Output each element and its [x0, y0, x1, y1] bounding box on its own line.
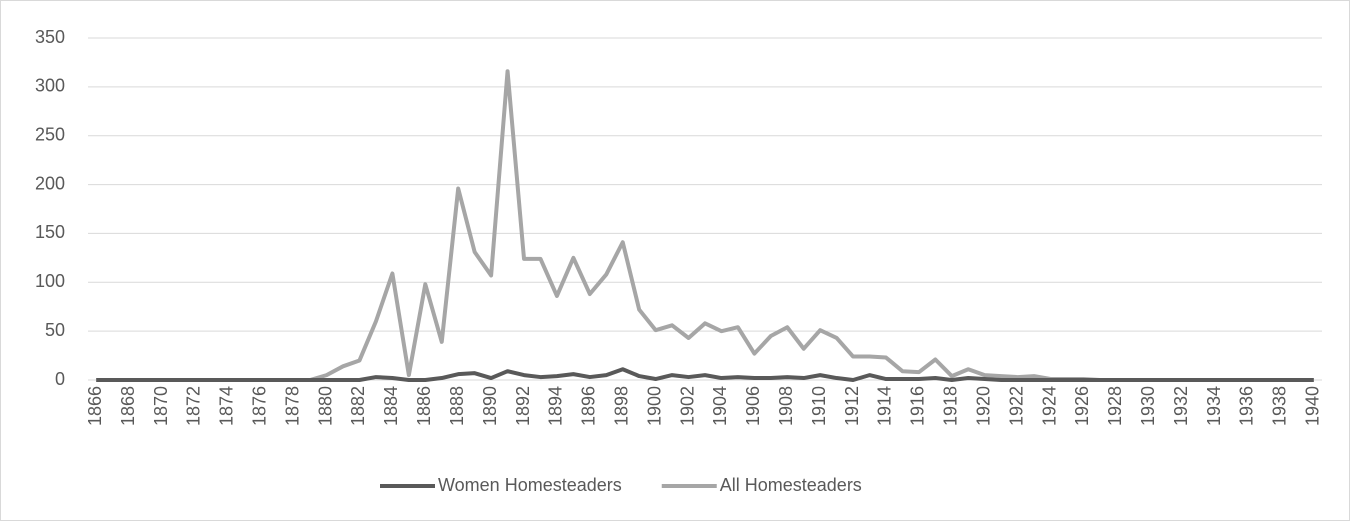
- x-tick-label: 1932: [1171, 386, 1191, 426]
- x-tick-label: 1878: [282, 386, 302, 426]
- x-tick-label: 1894: [546, 386, 566, 426]
- series-line: [96, 367, 1314, 382]
- x-tick-label: 1920: [973, 386, 993, 426]
- y-tick-label: 300: [35, 76, 65, 96]
- x-tick-label: 1890: [480, 386, 500, 426]
- x-tick-label: 1888: [447, 386, 467, 426]
- x-tick-label: 1924: [1039, 386, 1059, 426]
- x-tick-label: 1930: [1138, 386, 1158, 426]
- x-tick-label: 1916: [908, 386, 928, 426]
- x-tick-label: 1934: [1204, 386, 1224, 426]
- x-tick-label: 1938: [1270, 386, 1290, 426]
- x-tick-label: 1874: [217, 386, 237, 426]
- x-tick-label: 1868: [118, 386, 138, 426]
- x-tick-label: 1880: [315, 386, 335, 426]
- x-tick-label: 1886: [414, 386, 434, 426]
- x-tick-label: 1902: [677, 386, 697, 426]
- x-tick-label: 1910: [809, 386, 829, 426]
- x-tick-label: 1882: [348, 386, 368, 426]
- x-tick-label: 1870: [151, 386, 171, 426]
- x-tick-label: 1884: [381, 386, 401, 426]
- x-tick-label: 1928: [1105, 386, 1125, 426]
- x-tick-label: 1904: [710, 386, 730, 426]
- x-tick-label: 1918: [941, 386, 961, 426]
- x-tick-label: 1912: [842, 386, 862, 426]
- x-tick-label: 1892: [513, 386, 533, 426]
- x-tick-label: 1906: [743, 386, 763, 426]
- x-tick-label: 1872: [184, 386, 204, 426]
- y-tick-label: 250: [35, 124, 65, 144]
- x-tick-label: 1900: [644, 386, 664, 426]
- y-tick-label: 0: [55, 369, 65, 389]
- x-tick-label: 1922: [1006, 386, 1026, 426]
- x-tick-label: 1876: [250, 386, 270, 426]
- x-tick-label: 1936: [1237, 386, 1257, 426]
- y-tick-label: 150: [35, 222, 65, 242]
- x-tick-label: 1896: [579, 386, 599, 426]
- x-tick-label: 1908: [776, 386, 796, 426]
- x-tick-label: 1914: [875, 386, 895, 426]
- y-tick-label: 350: [35, 27, 65, 47]
- x-tick-label: 1926: [1072, 386, 1092, 426]
- legend-label: Women Homesteaders: [438, 475, 622, 495]
- legend-label: All Homesteaders: [720, 475, 862, 495]
- y-tick-label: 50: [45, 320, 65, 340]
- x-tick-label: 1940: [1303, 386, 1323, 426]
- x-tick-label: 1898: [611, 386, 631, 426]
- y-tick-label: 100: [35, 271, 65, 291]
- y-tick-label: 200: [35, 173, 65, 193]
- x-tick-label: 1866: [85, 386, 105, 426]
